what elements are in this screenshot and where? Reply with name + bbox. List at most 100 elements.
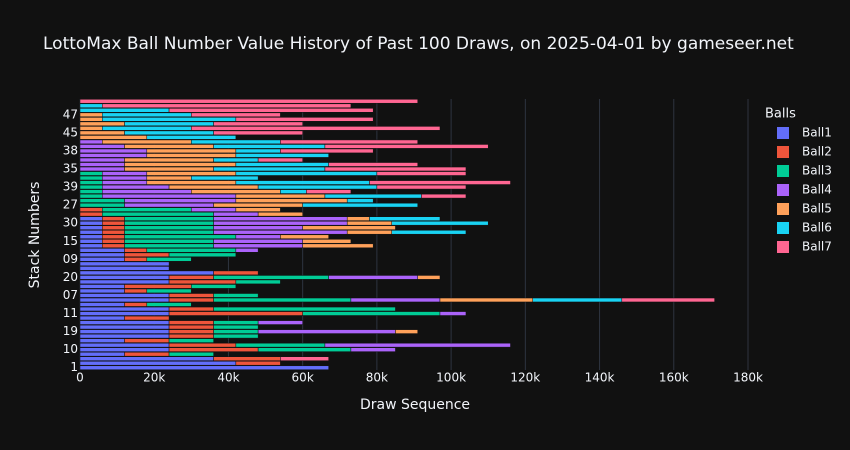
bar-segment <box>191 284 237 289</box>
chart-title: LottoMax Ball Number Value History of Pa… <box>43 34 794 54</box>
bar-segment <box>324 166 467 172</box>
bar-segment <box>213 157 259 163</box>
bar-segment <box>79 365 329 370</box>
bar-segment <box>168 342 237 348</box>
bar-segment <box>191 112 281 118</box>
x-axis-title: Draw Sequence <box>360 397 470 413</box>
legend-label[interactable]: Ball4 <box>802 183 832 197</box>
bar-segment <box>213 306 396 312</box>
legend-label[interactable]: Ball3 <box>802 164 832 178</box>
bar-segment <box>168 275 214 280</box>
bar-segment <box>79 261 170 267</box>
bar-segment <box>168 329 214 334</box>
legend-swatch[interactable] <box>777 165 789 177</box>
legend-label[interactable]: Ball1 <box>802 126 832 140</box>
bar-segment <box>79 351 125 357</box>
legend-swatch[interactable] <box>777 203 789 215</box>
y-tick-label: 09 <box>63 252 78 266</box>
bar-segment <box>328 162 418 167</box>
bar-segment <box>280 139 418 145</box>
bar-segment <box>213 356 281 361</box>
bar-segment <box>168 297 214 303</box>
bar-segment <box>235 207 281 212</box>
bar-segment <box>102 193 237 199</box>
bar-segment <box>79 126 103 131</box>
legend-label[interactable]: Ball5 <box>802 202 832 216</box>
bar-segment <box>124 338 170 343</box>
bar-segment <box>79 311 170 316</box>
bar-segment <box>350 347 396 352</box>
legend-swatch[interactable] <box>777 184 789 196</box>
bar-segment <box>79 189 103 194</box>
bar-segment <box>79 211 103 217</box>
legend-swatch[interactable] <box>777 146 789 158</box>
bar-segment <box>79 234 103 239</box>
bar-segment <box>391 221 489 226</box>
bar-segment <box>213 329 259 334</box>
bar-segment <box>168 252 237 258</box>
bar-segment <box>79 225 103 230</box>
y-axis-title: Stack Numbers <box>27 182 43 289</box>
bar-segment <box>79 266 170 271</box>
y-tick-label: 45 <box>63 125 78 139</box>
bar-segment <box>191 139 281 145</box>
bar-segment <box>350 297 441 303</box>
bar-segment <box>235 198 348 203</box>
bar-segment <box>235 361 281 366</box>
bar-segment <box>79 108 170 113</box>
bar-segment <box>168 108 374 113</box>
bar-segment <box>257 157 303 163</box>
legend-swatch[interactable] <box>777 127 789 139</box>
bar-segment <box>79 324 170 330</box>
bar-segment <box>124 202 214 208</box>
bar-segment <box>102 234 125 239</box>
bar-segment <box>79 275 170 280</box>
legend-label[interactable]: Ball2 <box>802 145 832 159</box>
legend-label[interactable]: Ball7 <box>802 240 832 254</box>
bar-segment <box>102 189 192 194</box>
bar-segment <box>79 99 418 104</box>
legend-swatch[interactable] <box>777 241 789 253</box>
y-tick-label: 07 <box>63 288 78 302</box>
legend-swatch[interactable] <box>777 222 789 234</box>
bar-segment <box>102 139 192 145</box>
bar-segment <box>213 293 259 298</box>
bar-segment <box>439 311 467 316</box>
bar-segment <box>79 361 237 366</box>
legend-label[interactable]: Ball6 <box>802 221 832 235</box>
bar-segment <box>79 148 148 154</box>
bar-segment <box>146 248 237 253</box>
bar-segment <box>79 252 125 258</box>
bar-segment <box>124 248 148 253</box>
bar-segment <box>235 162 329 167</box>
bar-segment <box>124 234 237 239</box>
bar-segment <box>235 279 281 285</box>
x-tick-label: 0 <box>76 371 84 385</box>
bar-segment <box>79 171 103 176</box>
bar-segment <box>213 230 348 235</box>
bar-segment <box>213 202 303 208</box>
bar-segment <box>168 306 214 312</box>
bar-segment <box>124 315 170 321</box>
bar-segment <box>79 130 125 136</box>
bar-segment <box>146 175 192 181</box>
bar-segment <box>213 239 303 244</box>
bar-segment <box>79 135 148 140</box>
bar-segment <box>324 144 489 149</box>
y-tick-label: 38 <box>63 143 78 157</box>
bar-segment <box>124 239 214 244</box>
bar-segment <box>79 342 170 348</box>
bar-segment <box>213 275 329 280</box>
y-tick-label: 15 <box>63 234 78 248</box>
bar-segment <box>257 329 396 334</box>
x-tick-label: 120k <box>510 371 540 385</box>
bar-segment <box>302 311 441 316</box>
bar-segment <box>79 198 125 203</box>
legend-title: Balls <box>765 107 796 122</box>
bar-segment <box>168 347 259 352</box>
bar-segment <box>79 306 170 312</box>
bar-segment <box>213 221 348 226</box>
bar-segment <box>79 333 170 339</box>
bar-segment <box>621 297 715 303</box>
